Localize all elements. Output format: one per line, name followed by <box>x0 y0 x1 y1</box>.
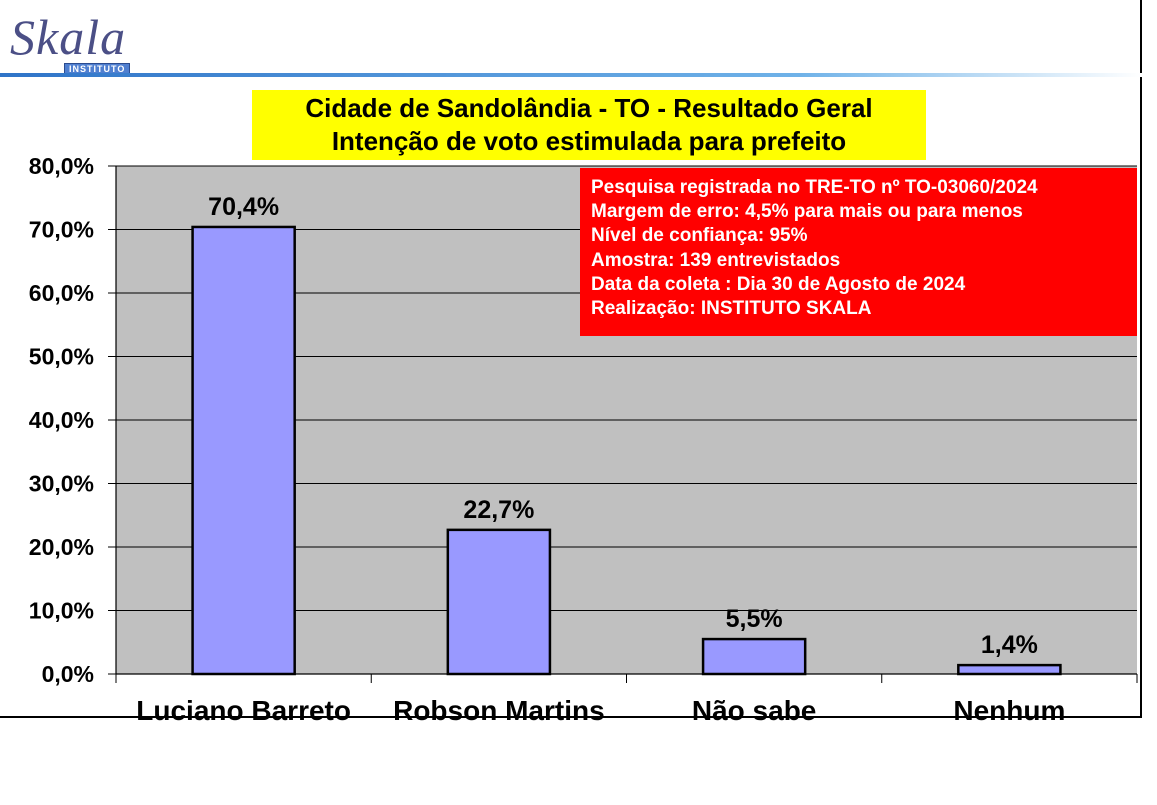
chart-title-line-2: Intenção de voto estimulada para prefeit… <box>331 126 847 156</box>
data-label: 1,4% <box>981 631 1038 659</box>
category-label: Luciano Barreto <box>136 695 351 726</box>
data-label: 5,5% <box>726 605 783 633</box>
info-line: Nível de confiança: 95% <box>591 225 808 247</box>
bar <box>191 225 296 676</box>
category-label: Não sabe <box>692 695 817 726</box>
data-label: 22,7% <box>463 496 534 524</box>
data-label: 70,4% <box>208 193 279 221</box>
y-tick-label: 30,0% <box>29 471 94 497</box>
info-line: Amostra: 139 entrevistados <box>591 249 841 271</box>
bar <box>957 663 1062 676</box>
header-rule <box>0 73 1142 77</box>
bar <box>701 637 807 676</box>
bar <box>446 528 552 676</box>
y-tick-label: 40,0% <box>29 407 94 433</box>
logo-wordmark: Skala <box>10 9 127 65</box>
y-tick-label: 10,0% <box>29 598 94 624</box>
info-line: Margem de erro: 4,5% para mais ou para m… <box>591 201 1023 223</box>
y-tick-label: 80,0% <box>29 153 94 179</box>
y-tick-label: 70,0% <box>29 217 94 243</box>
category-label: Nenhum <box>953 695 1065 726</box>
category-label: Robson Martins <box>393 695 605 726</box>
y-tick-label: 20,0% <box>29 534 94 560</box>
chart-title-line-1: Cidade de Sandolândia - TO - Resultado G… <box>305 93 873 123</box>
skala-logo: Skala INSTITUTO <box>4 9 184 78</box>
info-line: Realização: INSTITUTO SKALA <box>591 298 872 320</box>
survey-info-box: Pesquisa registrada no TRE-TO nº TO-0306… <box>580 168 1137 336</box>
info-line: Pesquisa registrada no TRE-TO nº TO-0306… <box>591 177 1038 198</box>
y-tick-label: 0,0% <box>42 661 94 687</box>
info-line: Data da coleta : Dia 30 de Agosto de 202… <box>591 273 966 295</box>
y-tick-label: 60,0% <box>29 280 94 306</box>
y-tick-label: 50,0% <box>29 344 94 370</box>
chart-title: Cidade de Sandolândia - TO - Resultado G… <box>252 90 926 160</box>
